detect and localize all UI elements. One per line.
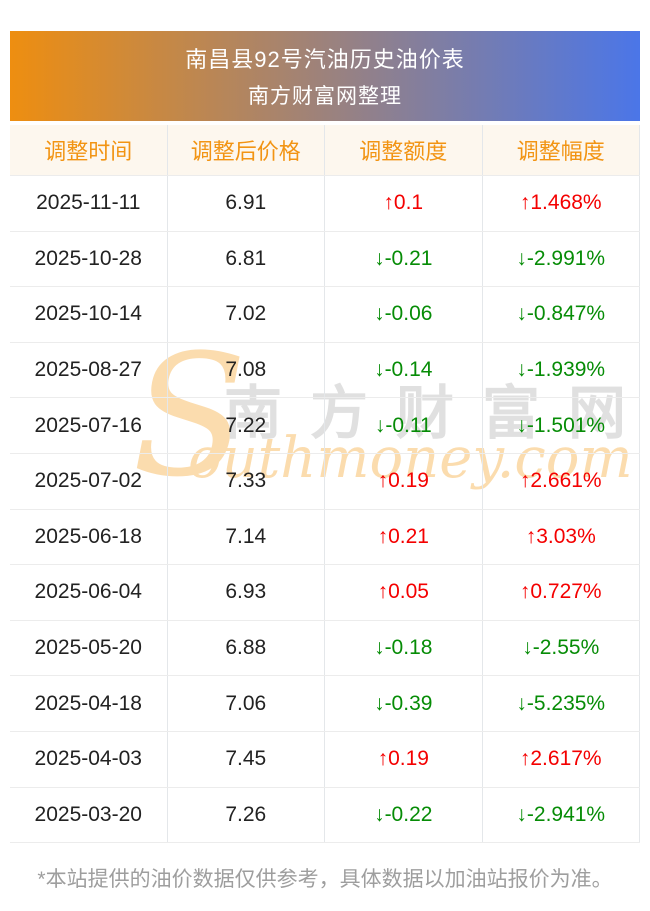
cell-price: 6.81 xyxy=(168,231,325,287)
table-row: 2025-10-28 6.81 ↓-0.21 ↓-2.991% xyxy=(10,231,640,288)
cell-price: 7.14 xyxy=(168,509,325,565)
table-row: 2025-07-16 7.22 ↓-0.11 ↓-1.501% xyxy=(10,398,640,454)
cell-date: 2025-07-16 xyxy=(10,398,168,453)
cell-rate: ↓-1.939% xyxy=(483,342,640,398)
table-row: 2025-06-18 7.14 ↑0.21 ↑3.03% xyxy=(10,509,640,566)
table-row: 2025-03-20 7.26 ↓-0.22 ↓-2.941% xyxy=(10,787,640,844)
cell-rate: ↓-2.55% xyxy=(483,620,640,676)
cell-date: 2025-05-20 xyxy=(10,620,168,676)
cell-rate: ↑0.727% xyxy=(483,565,640,620)
table-row: 2025-04-18 7.06 ↓-0.39 ↓-5.235% xyxy=(10,676,640,732)
cell-change: ↑0.05 xyxy=(325,565,483,620)
cell-price: 7.08 xyxy=(168,342,325,398)
oil-price-history-table: 调整时间 调整后价格 调整额度 调整幅度 2025-11-11 6.91 ↑0.1 ↑… xyxy=(10,125,640,844)
cell-change: ↓-0.21 xyxy=(325,231,483,287)
table-row: 2025-08-27 7.08 ↓-0.14 ↓-1.939% xyxy=(10,342,640,399)
cell-change: ↑0.19 xyxy=(325,453,483,509)
cell-rate: ↑3.03% xyxy=(483,509,640,565)
cell-rate: ↓-1.501% xyxy=(483,398,640,453)
cell-date: 2025-08-27 xyxy=(10,342,168,398)
cell-change: ↓-0.22 xyxy=(325,787,483,843)
cell-change: ↓-0.11 xyxy=(325,398,483,453)
cell-change: ↓-0.18 xyxy=(325,620,483,676)
header-cell-date: 调整时间 xyxy=(10,125,168,175)
cell-price: 6.91 xyxy=(168,176,325,231)
banner-title: 南昌县92号汽油历史油价表 xyxy=(185,47,465,72)
cell-date: 2025-10-28 xyxy=(10,231,168,287)
banner-subtitle: 南方财富网整理 xyxy=(248,85,402,108)
table-row: 2025-05-20 6.88 ↓-0.18 ↓-2.55% xyxy=(10,620,640,677)
cell-price: 7.33 xyxy=(168,453,325,509)
cell-price: 6.93 xyxy=(168,565,325,620)
cell-rate: ↑1.468% xyxy=(483,176,640,231)
cell-change: ↓-0.39 xyxy=(325,676,483,731)
cell-date: 2025-03-20 xyxy=(10,787,168,843)
table-row: 2025-07-02 7.33 ↑0.19 ↑2.661% xyxy=(10,453,640,510)
table-body: 2025-11-11 6.91 ↑0.1 ↑1.468% 2025-10-28 6.81 ↓… xyxy=(10,176,640,844)
table-row: 2025-04-03 7.45 ↑0.19 ↑2.617% xyxy=(10,731,640,788)
cell-date: 2025-06-04 xyxy=(10,565,168,620)
header-cell-price: 调整后价格 xyxy=(168,125,325,175)
cell-price: 6.88 xyxy=(168,620,325,676)
table-row: 2025-10-14 7.02 ↓-0.06 ↓-0.847% xyxy=(10,287,640,343)
cell-date: 2025-06-18 xyxy=(10,509,168,565)
header-cell-change: 调整额度 xyxy=(325,125,483,175)
cell-rate: ↑2.617% xyxy=(483,731,640,787)
table-row: 2025-06-04 6.93 ↑0.05 ↑0.727% xyxy=(10,565,640,621)
header-cell-rate: 调整幅度 xyxy=(483,125,640,175)
cell-price: 7.02 xyxy=(168,287,325,342)
cell-change: ↑0.21 xyxy=(325,509,483,565)
cell-date: 2025-10-14 xyxy=(10,287,168,342)
cell-rate: ↑2.661% xyxy=(483,453,640,509)
cell-change: ↑0.19 xyxy=(325,731,483,787)
cell-rate: ↓-2.941% xyxy=(483,787,640,843)
cell-date: 2025-04-18 xyxy=(10,676,168,731)
cell-rate: ↓-0.847% xyxy=(483,287,640,342)
table-header-row: 调整时间 调整后价格 调整额度 调整幅度 xyxy=(10,125,640,176)
cell-price: 7.06 xyxy=(168,676,325,731)
table-banner: 南昌县92号汽油历史油价表 南方财富网整理 xyxy=(10,31,640,121)
cell-date: 2025-04-03 xyxy=(10,731,168,787)
cell-price: 7.26 xyxy=(168,787,325,843)
cell-change: ↓-0.06 xyxy=(325,287,483,342)
table-row: 2025-11-11 6.91 ↑0.1 ↑1.468% xyxy=(10,176,640,232)
cell-rate: ↓-5.235% xyxy=(483,676,640,731)
cell-change: ↓-0.14 xyxy=(325,342,483,398)
cell-price: 7.22 xyxy=(168,398,325,453)
cell-date: 2025-11-11 xyxy=(10,176,168,231)
cell-price: 7.45 xyxy=(168,731,325,787)
cell-change: ↑0.1 xyxy=(325,176,483,231)
cell-rate: ↓-2.991% xyxy=(483,231,640,287)
cell-date: 2025-07-02 xyxy=(10,453,168,509)
footer-disclaimer: *本站提供的油价数据仅供参考，具体数据以加油站报价为准。 xyxy=(37,868,613,891)
